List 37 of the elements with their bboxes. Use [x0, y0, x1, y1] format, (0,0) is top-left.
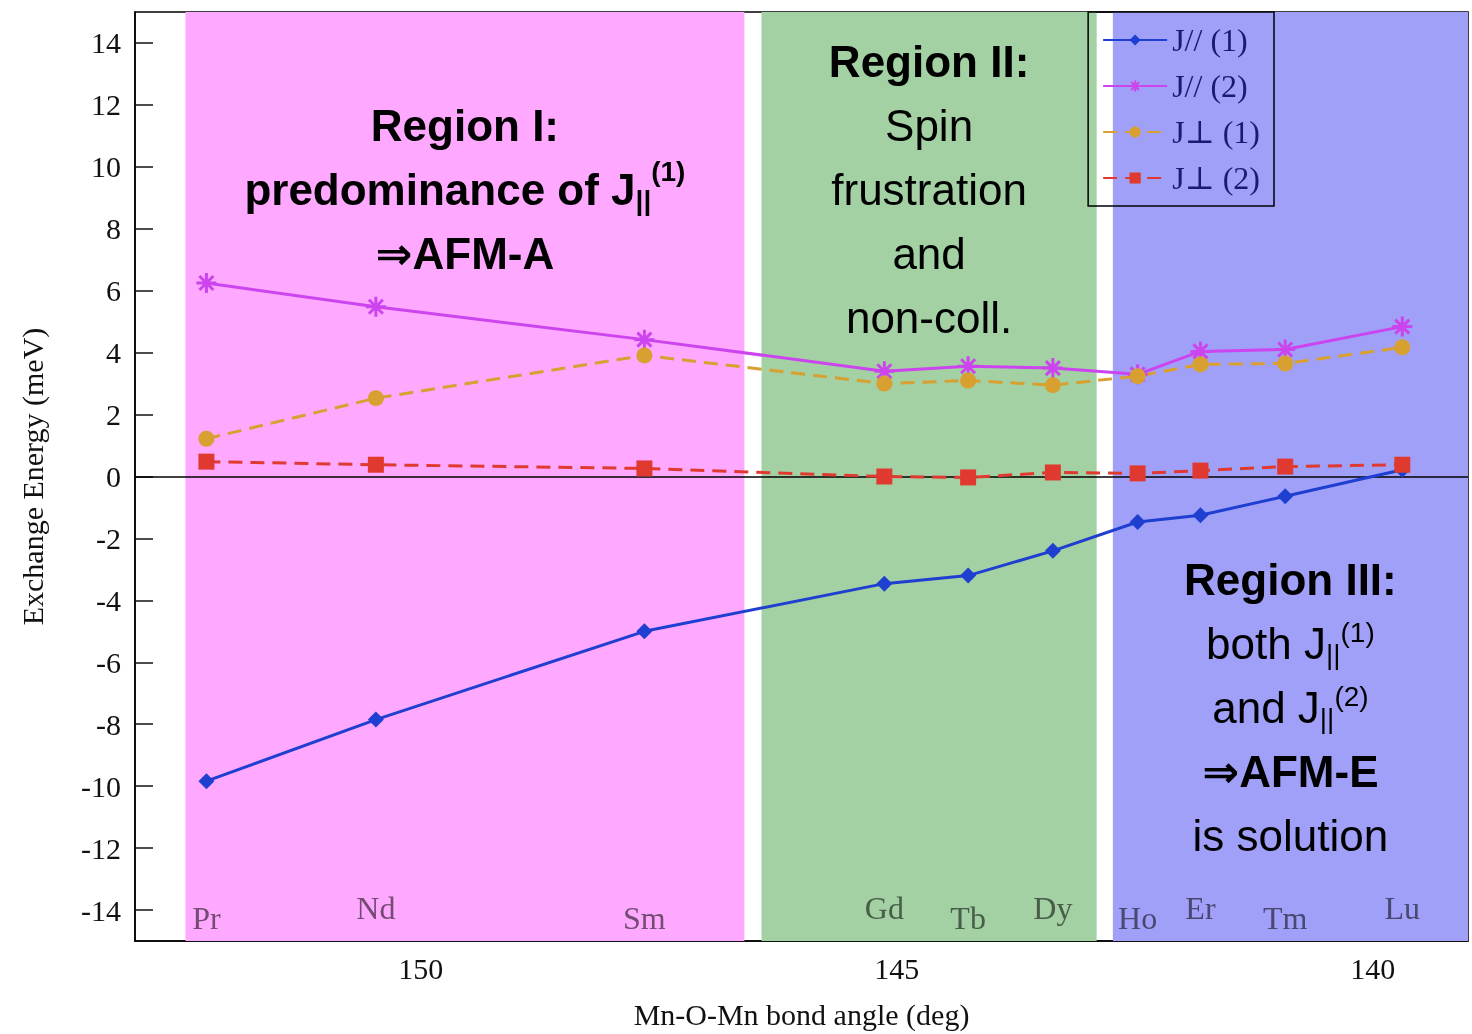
annotation: Tm	[1262, 900, 1308, 936]
legend-label: J⊥ (1)	[1172, 114, 1260, 150]
y-tick-label: 2	[106, 398, 121, 432]
y-tick-label: -4	[96, 583, 121, 617]
y-tick-label: 6	[106, 274, 121, 308]
legend-label: J⊥ (2)	[1172, 160, 1260, 196]
y-tick-label: 8	[106, 212, 121, 246]
text: Region I: predominance of J||(1) ⇒AFM-A	[244, 100, 686, 278]
text: Region III: both J||(1) and J||(2) ⇒AFM-E is solution	[1184, 555, 1397, 861]
x-tick-label: 140	[1350, 951, 1396, 985]
y-axis-title: Exchange Energy (meV)	[15, 327, 50, 626]
y-tick-label: 0	[106, 460, 121, 493]
annotation: Dy	[1033, 890, 1073, 926]
y-tick-label: -6	[96, 645, 121, 679]
y-tick-label: -8	[96, 707, 121, 741]
y-tick-label: -14	[81, 893, 121, 927]
x-tick-label: 150	[398, 951, 444, 985]
y-tick-label: -12	[81, 831, 121, 865]
y-tick-label: 12	[91, 88, 121, 122]
annotation: Nd	[356, 890, 396, 926]
y-tick-label: -2	[96, 521, 121, 555]
legend-label: J// (2)	[1172, 68, 1248, 104]
annotation: Sm	[623, 900, 666, 936]
annotation: Tb	[950, 900, 986, 936]
annotation: Er	[1185, 890, 1216, 926]
annotation: Ho	[1118, 900, 1158, 936]
y-tick-label: 14	[91, 26, 121, 60]
annotation: Gd	[864, 890, 904, 926]
y-tick-label: -10	[81, 769, 121, 803]
legend-label: J// (1)	[1172, 22, 1248, 58]
y-tick-label: 10	[91, 150, 121, 184]
annotation: Pr	[192, 900, 221, 936]
x-tick-label: 145	[874, 951, 920, 985]
annotation: Lu	[1384, 890, 1421, 926]
x-axis-title: Mn-O-Mn bond angle (deg)	[633, 997, 970, 1032]
y-tick-label: 4	[106, 336, 121, 370]
annotation: Region II: Spin frustration and non-coll.	[828, 36, 1030, 342]
